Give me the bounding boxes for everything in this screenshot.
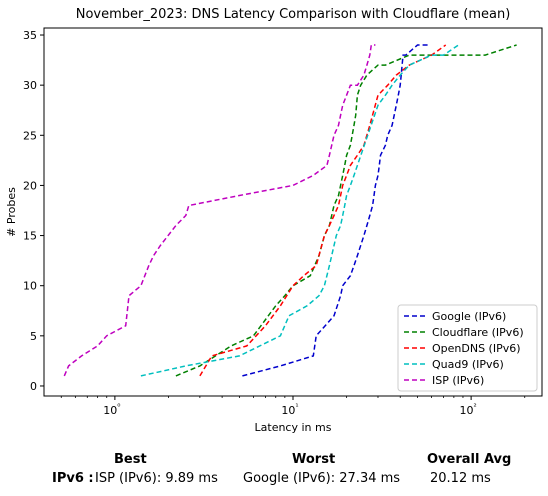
- legend-label: Google (IPv6): [432, 310, 506, 323]
- best-heading: Best: [114, 452, 147, 467]
- summary-table: Best Worst Overall Avg IPv6 : ISP (IPv6)…: [0, 446, 548, 496]
- x-tick-label: 10²: [460, 402, 477, 417]
- y-tick-label: 30: [23, 79, 37, 92]
- legend-label: OpenDNS (IPv6): [432, 342, 521, 355]
- x-axis-label: Latency in ms: [255, 421, 332, 434]
- x-tick-label: 10⁰: [103, 402, 120, 417]
- legend-label: Cloudflare (IPv6): [432, 326, 524, 339]
- legend-box: [397, 304, 538, 392]
- y-tick-label: 15: [23, 230, 37, 243]
- y-axis-label: # Probes: [5, 187, 18, 237]
- series-line: [242, 44, 428, 377]
- series-line: [199, 44, 447, 377]
- y-tick-label: 35: [23, 29, 37, 42]
- x-tick-label: 10¹: [281, 402, 298, 417]
- overall-avg-heading: Overall Avg: [427, 452, 512, 467]
- series-line: [140, 44, 459, 377]
- worst-heading: Worst: [292, 452, 336, 467]
- series-line: [175, 44, 517, 377]
- y-tick-label: 0: [30, 380, 37, 393]
- y-tick-label: 20: [23, 179, 37, 192]
- worst-value: Google (IPv6): 27.34 ms: [243, 471, 401, 486]
- y-tick-label: 5: [30, 330, 37, 343]
- legend-label: Quad9 (IPv6): [432, 358, 504, 371]
- y-tick-label: 25: [23, 129, 37, 142]
- overall-avg-value: 20.12 ms: [430, 471, 491, 486]
- chart: November_2023: DNS Latency Comparison wi…: [5, 7, 543, 434]
- chart-title: November_2023: DNS Latency Comparison wi…: [76, 7, 511, 22]
- y-tick-label: 10: [23, 280, 37, 293]
- ipv6-row-label: IPv6 :: [52, 471, 94, 486]
- best-value: ISP (IPv6): 9.89 ms: [95, 471, 218, 486]
- series-line: [63, 44, 376, 377]
- legend-label: ISP (IPv6): [432, 374, 484, 387]
